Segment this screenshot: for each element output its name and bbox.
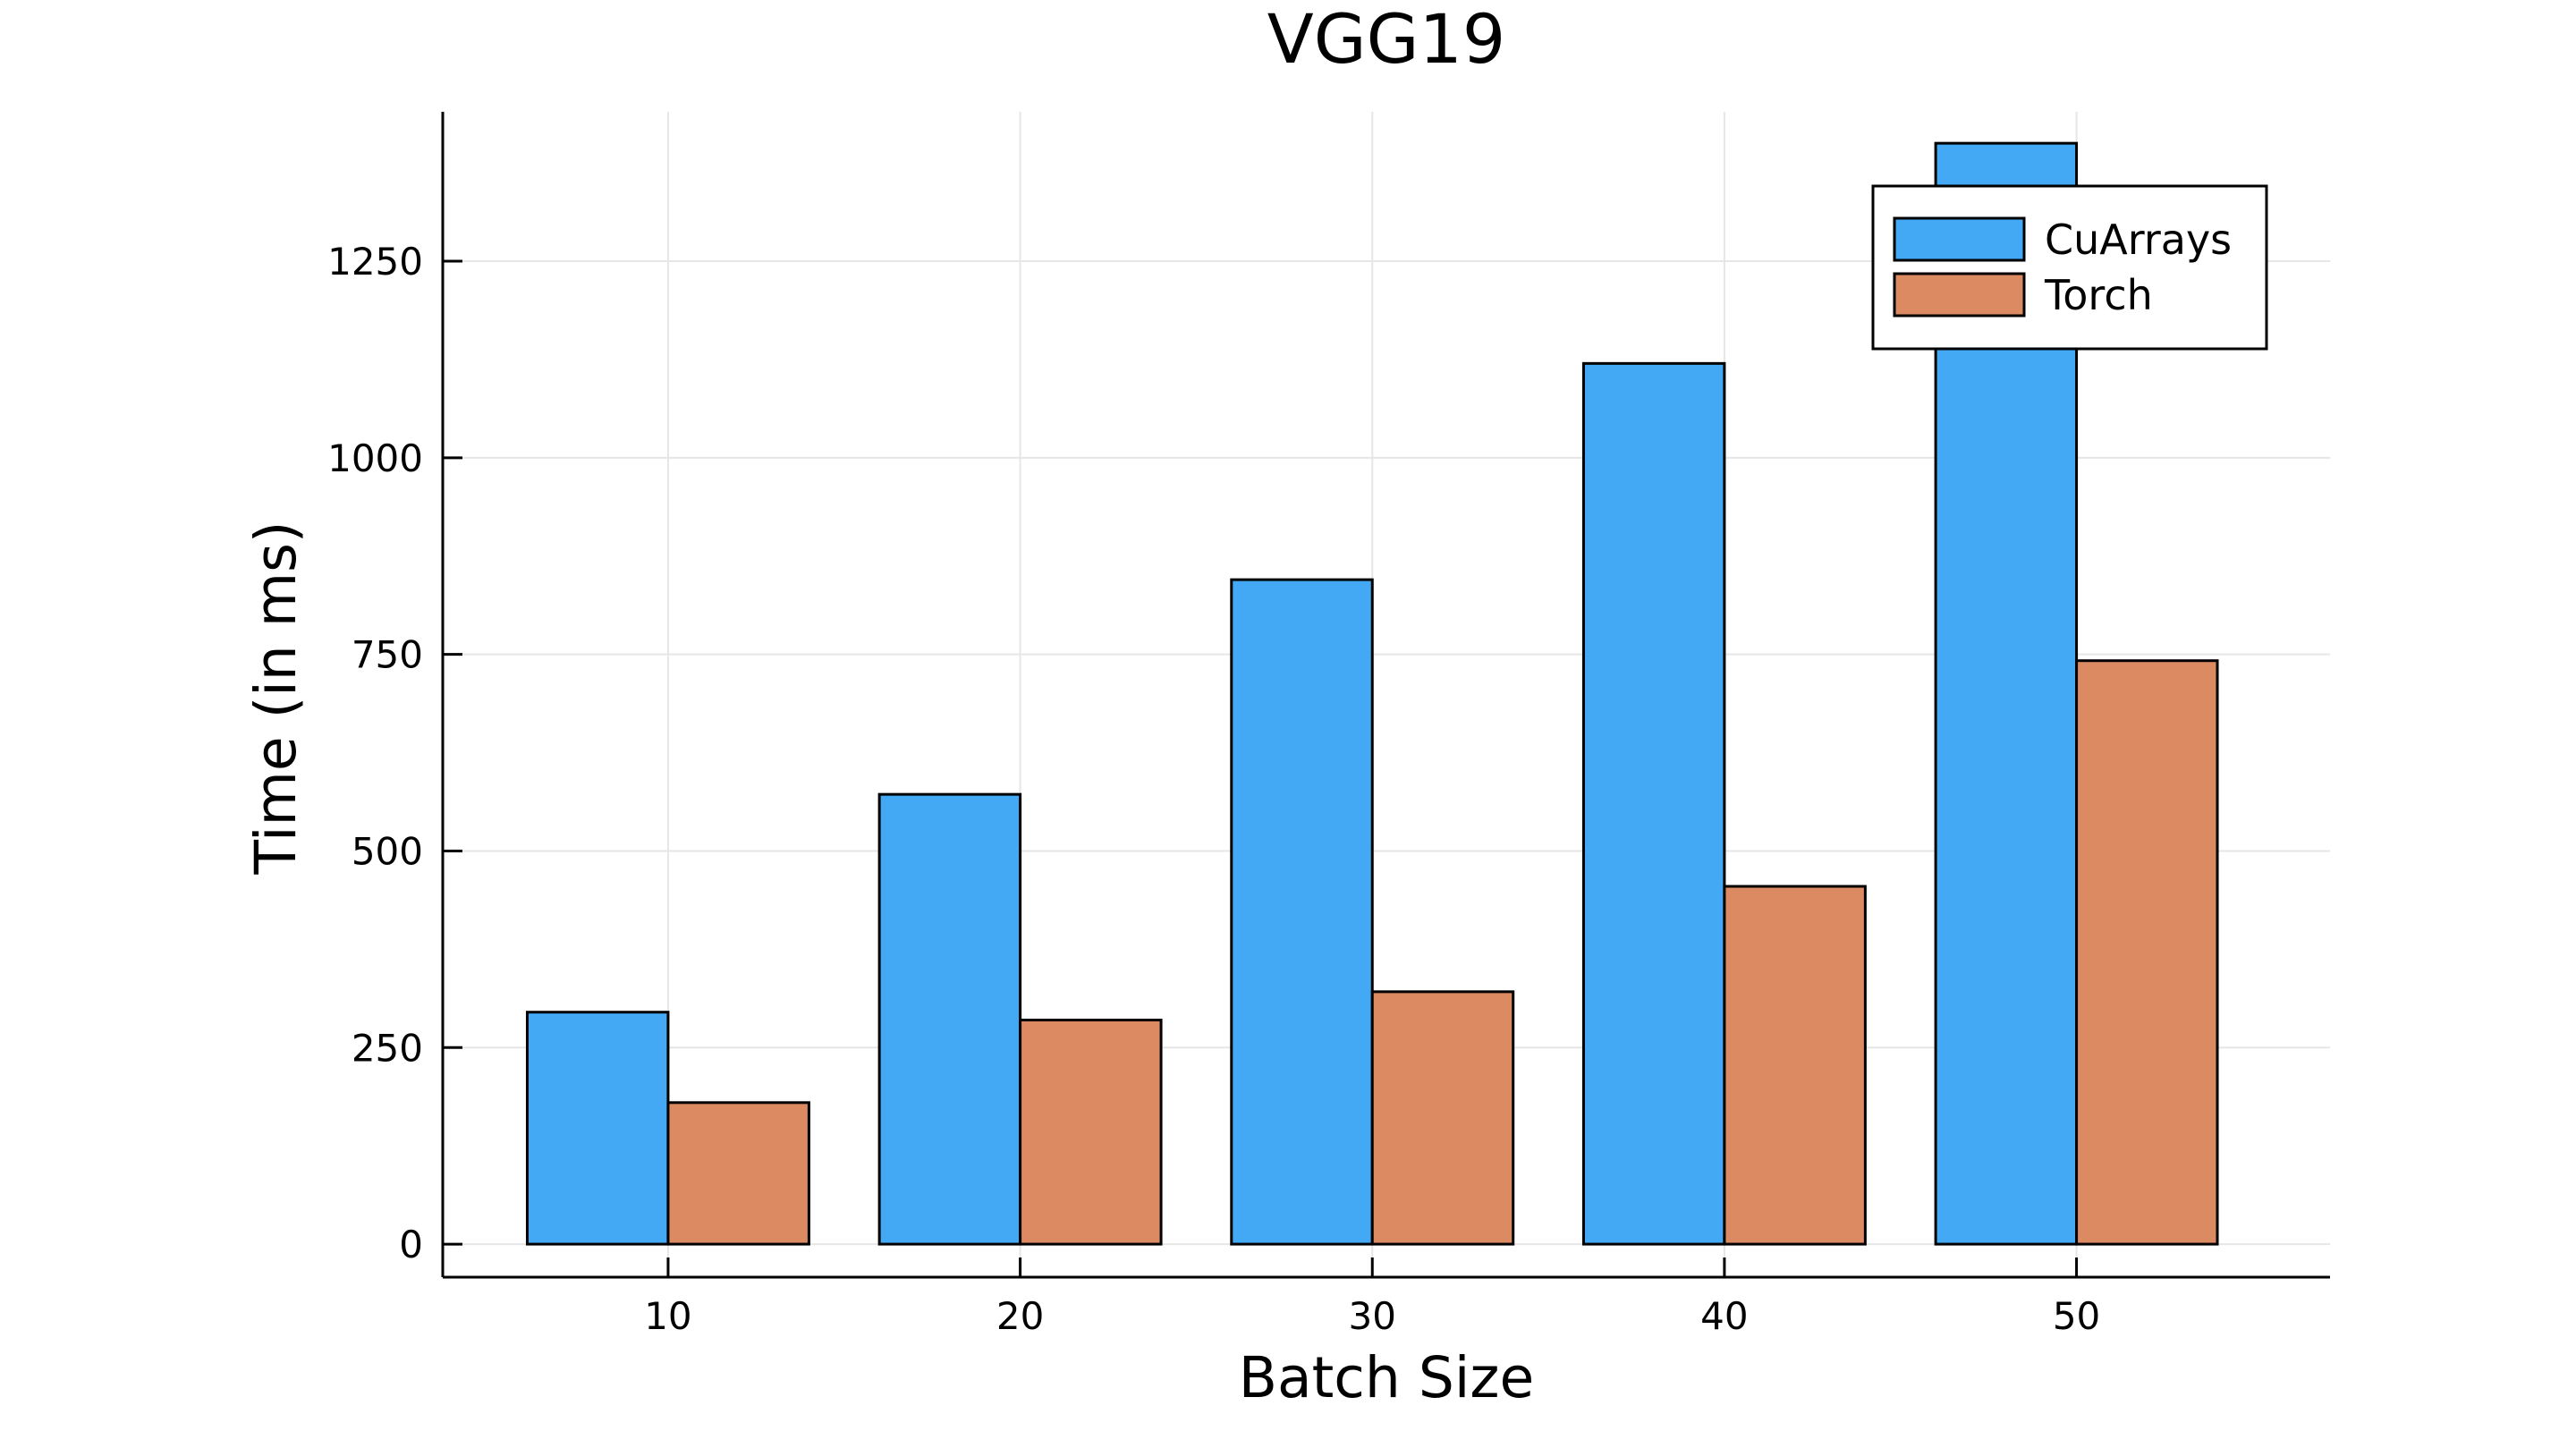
chart-title: VGG19 [1267, 0, 1505, 79]
y-tick-label: 1000 [327, 436, 423, 480]
bar-cuarrays-20 [877, 792, 1022, 1246]
x-tick-label: 40 [1700, 1294, 1748, 1338]
x-axis-ticks: 10 20 30 40 50 [644, 1257, 2100, 1338]
x-tick-label: 50 [2053, 1294, 2100, 1338]
bar-torch-40 [1723, 885, 1867, 1246]
y-axis-ticks: 0 250 500 750 1000 1250 [327, 240, 462, 1266]
y-tick-label: 500 [352, 829, 423, 873]
legend-swatch-cuarrays [1893, 216, 2026, 262]
legend: CuArrays Torch [1871, 184, 2268, 351]
y-tick-label: 250 [352, 1026, 423, 1070]
legend-box [1871, 184, 2268, 351]
bar-cuarrays-40 [1581, 361, 1726, 1246]
bar-cuarrays-30 [1230, 578, 1374, 1246]
bar-cuarrays-10 [525, 1011, 670, 1246]
x-tick-label: 20 [996, 1294, 1044, 1338]
y-tick-label: 1250 [327, 240, 423, 284]
y-axis-title: Time (in ms) [243, 521, 309, 875]
legend-swatch-torch [1893, 272, 2026, 318]
legend-label-torch: Torch [2044, 271, 2153, 319]
bar-torch-20 [1019, 1018, 1163, 1246]
legend-label-cuarrays: CuArrays [2045, 216, 2232, 264]
y-tick-label: 750 [352, 633, 423, 677]
x-tick-label: 30 [1349, 1294, 1396, 1338]
x-axis-title: Batch Size [1239, 1345, 1534, 1410]
bar-torch-30 [1370, 990, 1515, 1246]
bar-torch-10 [666, 1101, 810, 1246]
x-tick-label: 10 [644, 1294, 691, 1338]
y-tick-label: 0 [399, 1223, 423, 1266]
bar-torch-50 [2075, 659, 2219, 1246]
